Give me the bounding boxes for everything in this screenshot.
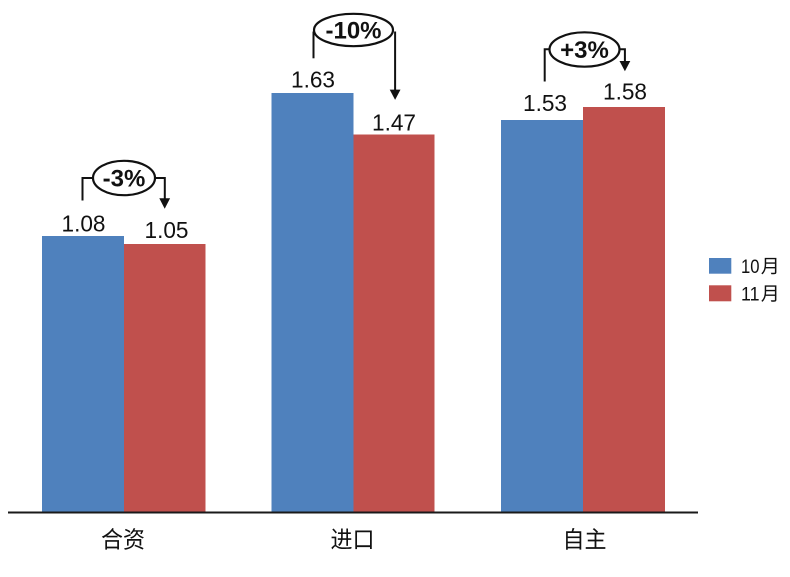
svg-text:1.05: 1.05 (145, 217, 189, 243)
svg-text:-10%: -10% (325, 18, 381, 45)
svg-text:1.08: 1.08 (62, 211, 106, 237)
svg-text:1.53: 1.53 (523, 90, 567, 116)
svg-text:11: 11 (741, 284, 760, 305)
svg-text:+3%: +3% (560, 37, 609, 64)
svg-text:1.58: 1.58 (603, 79, 647, 105)
svg-text:10: 10 (741, 257, 760, 278)
svg-text:1.63: 1.63 (291, 67, 335, 93)
svg-text:1.47: 1.47 (372, 110, 416, 136)
svg-text:-3%: -3% (103, 166, 146, 193)
